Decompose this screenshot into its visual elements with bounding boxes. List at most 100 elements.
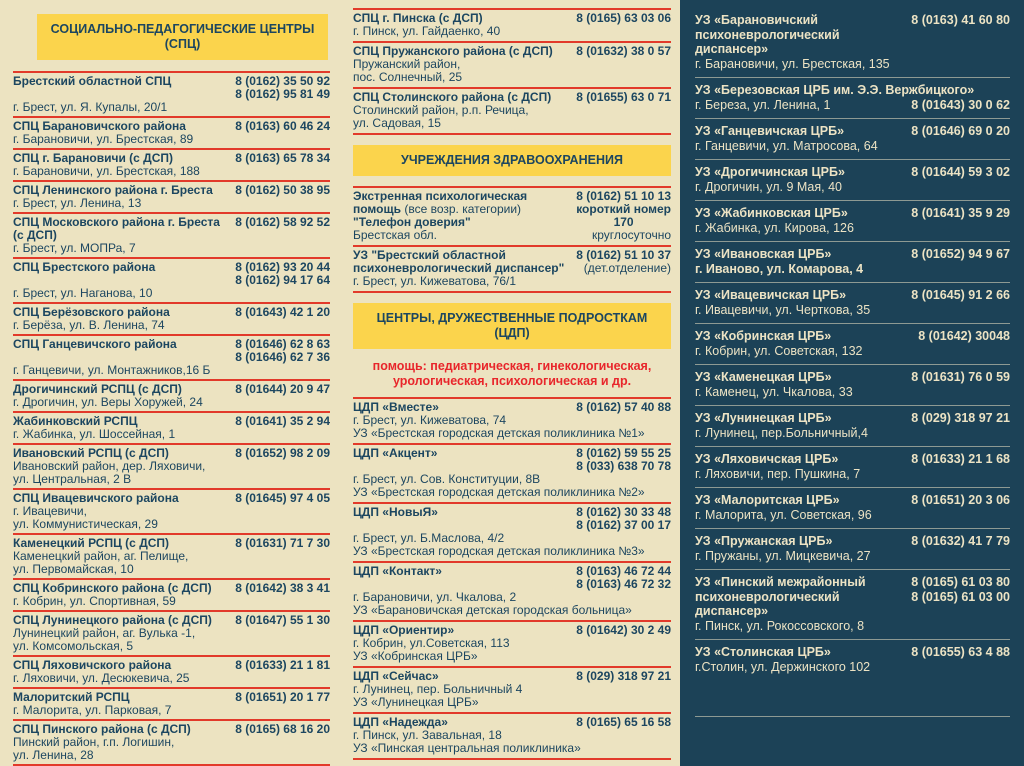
org-name: СПЦ Лунинецкого района (с ДСП) [13, 613, 212, 627]
org-name: ЦДП «Вместе» [353, 400, 439, 414]
contact-entry: ЦДП «Вместе» 8 (0162) 57 40 88 г. Брест, у… [353, 399, 671, 445]
phone-number: 8 (01644) 59 3 02 [911, 165, 1010, 179]
org-name: УЗ "Брестский областной психоневрологиче… [353, 248, 565, 275]
phone-block: 8 (0162) 30 33 48 8 (0162) 37 00 17 [576, 506, 671, 532]
phone-number: 8 (01655) 63 4 88 [911, 645, 1010, 659]
phone-number: 8 (01632) 38 0 57 [576, 44, 671, 58]
phone-number: 8 (0162) 59 55 25 [576, 446, 671, 460]
contact-entry: СПЦ Кобринского района (с ДСП) 8 (01642) … [13, 580, 330, 612]
phone-block: 8 (01651) 20 1 77 [235, 691, 330, 704]
phone-number: 8 (01642) 38 3 41 [235, 581, 330, 595]
contact-entry: СПЦ Лунинецкого района (с ДСП) 8 (01647) … [13, 612, 330, 657]
phone-number: 8 (01652) 98 2 09 [235, 446, 330, 460]
spc-list-continued: СПЦ г. Пинска (с ДСП) 8 (0165) 63 03 06 г.… [353, 8, 671, 135]
phone-number: 8 (0162) 57 40 88 [576, 400, 671, 414]
phone-block: 8 (01652) 94 9 67 [911, 247, 1010, 262]
health-facilities-list: УЗ «Барановичский психоневрологический д… [695, 8, 1010, 717]
phone-number: 8 (01646) 62 8 63 [235, 337, 330, 351]
contact-entry: СПЦ Ганцевичского района 8 (01646) 62 8 6… [13, 336, 330, 381]
phone-number: 8 (0165) 68 16 20 [235, 722, 330, 736]
parent-org: УЗ «Барановичская детская городская боль… [353, 603, 632, 617]
org-name: УЗ «Малоритская ЦРБ» [695, 493, 840, 507]
org-name: УЗ «Кобринская ЦРБ» [695, 329, 832, 343]
contact-entry: УЗ "Брестский областной психоневрологиче… [353, 247, 671, 293]
address: г. Кобрин, ул.Советская, 113 [353, 636, 510, 650]
availability: круглосуточно [591, 228, 671, 242]
phone-number: 8 (01642) 30 2 49 [576, 623, 671, 637]
phone-number: 8 (0162) 94 17 64 [235, 273, 330, 287]
phone-block: 8 (0163) 41 60 80 [911, 13, 1010, 28]
org-name: СПЦ Пружанского района (с ДСП) [353, 44, 553, 58]
phone-block: 8 (0162) 93 20 44 8 (0162) 94 17 64 [235, 261, 330, 287]
address: г. Лунинец, пер.Больничный,4 [695, 425, 868, 440]
org-name: УЗ «Барановичский психоневрологический д… [695, 13, 840, 56]
org-name: ЦДП «Сейчас» [353, 669, 439, 683]
phone-block: 8 (0163) 65 78 34 [235, 152, 330, 165]
phone-number: 8 (0165) 65 16 58 [576, 715, 671, 729]
org-name: СПЦ г. Барановичи (с ДСП) [13, 151, 174, 165]
contact-entry: УЗ «Пружанская ЦРБ» 8 (01632) 41 7 79 г. П… [695, 529, 1010, 570]
phone-number: 8 (01631) 71 7 30 [235, 536, 330, 550]
phone-block: 8 (01645) 97 4 05 [235, 492, 330, 505]
contact-entry: Брестский областной СПЦ 8 (0162) 35 50 92… [13, 73, 330, 118]
org-name: СПЦ Московского района г. Бреста (с ДСП) [13, 215, 220, 242]
contact-entry: УЗ «Пинский межрайонный психоневрологиче… [695, 570, 1010, 640]
org-name: УЗ «Ганцевичская ЦРБ» [695, 124, 845, 138]
parent-org: УЗ «Брестская городская детская поликлин… [353, 485, 645, 499]
address: г. Ивацевичи, ул. Коммунистическая, 29 [13, 504, 158, 531]
phone-block: 8 (0162) 59 55 25 8 (033) 638 70 78 [576, 447, 671, 473]
phone-block: 8 (01631) 76 0 59 [911, 370, 1010, 385]
address: г. Ганцевичи, ул. Монтажников,16 Б [13, 363, 211, 377]
phone-number: 8 (0163) 46 72 32 [576, 577, 671, 591]
spc-column: СОЦИАЛЬНО-ПЕДАГОГИЧЕСКИЕ ЦЕНТРЫ (СПЦ) Бр… [0, 0, 341, 766]
org-name: ЦДП «Ориентир» [353, 623, 455, 637]
org-name: Каменецкий РСПЦ (с ДСП) [13, 536, 170, 550]
phone-block: 8 (0163) 60 46 24 [235, 120, 330, 133]
org-name: ЦДП «Акцент» [353, 446, 438, 460]
address: г. Малорита, ул. Парковая, 7 [13, 703, 172, 717]
cdp-list: ЦДП «Вместе» 8 (0162) 57 40 88 г. Брест, у… [353, 399, 671, 760]
address: г. Ганцевичи, ул. Матросова, 64 [695, 138, 878, 153]
org-name: УЗ «Дрогичинская ЦРБ» [695, 165, 845, 179]
phone-block: 8 (01652) 98 2 09 [235, 447, 330, 460]
phone-block: 8 (0165) 63 03 06 [576, 12, 671, 25]
phone-number: 8 (01632) 41 7 79 [911, 534, 1010, 548]
phone-block: 8 (0165) 68 16 20 [235, 723, 330, 736]
phone-block: 8 (0162) 51 10 37 (дет.отделение) [576, 249, 671, 275]
parent-org: УЗ «Лунинецкая ЦРБ» [353, 695, 479, 709]
emergency-help-text: Экстренная психологическая помощь (все в… [353, 190, 576, 242]
phone-block: 8 (01643) 30 0 62 [911, 98, 1010, 113]
org-name: ЦДП «НовыЯ» [353, 505, 438, 519]
phone-number: 8 (01633) 21 1 68 [911, 452, 1010, 466]
phone-number: 8 (01643) 30 0 62 [911, 97, 1010, 112]
parent-org: УЗ «Кобринская ЦРБ» [353, 649, 478, 663]
address: г. Пружаны, ул. Мицкевича, 27 [695, 548, 871, 563]
contact-entry: ЦДП «Сейчас» 8 (029) 318 97 21 г. Лунинец,… [353, 668, 671, 714]
contact-entry: СПЦ Столинского района (с ДСП) 8 (01655) … [353, 89, 671, 135]
org-name: Малоритский РСПЦ [13, 690, 130, 704]
contact-entry: УЗ «Лунинецкая ЦРБ» 8 (029) 318 97 21 г. Л… [695, 406, 1010, 447]
contact-entry: УЗ «Ивановская ЦРБ» 8 (01652) 94 9 67 г. И… [695, 242, 1010, 283]
contact-entry: Дрогичинский РСПЦ (с ДСП) 8 (01644) 20 9 … [13, 381, 330, 413]
health-facilities-column: УЗ «Барановичский психоневрологический д… [680, 0, 1024, 766]
address: г. Дрогичин, ул. Веры Хоружей, 24 [13, 395, 203, 409]
parent-org: УЗ «Пинская центральная поликлиника» [353, 741, 581, 755]
phone-block: 8 (0165) 61 03 80 8 (0165) 61 03 00 [911, 575, 1010, 604]
contact-entry: СПЦ Пинского района (с ДСП) 8 (0165) 68 1… [13, 721, 330, 766]
phone-number: 8 (0162) 37 00 17 [576, 518, 671, 532]
address: г. Ляховичи, пер. Пушкина, 7 [695, 466, 861, 481]
phone-number: 8 (0165) 63 03 06 [576, 11, 671, 25]
address: г. Брест, ул. Б.Маслова, 4/2 [353, 531, 505, 545]
address: г. Береза, ул. Ленина, 1 [695, 97, 831, 112]
address: г. Пинск, ул. Завальная, 18 [353, 728, 502, 742]
phone-number: 8 (033) 638 70 78 [576, 459, 671, 473]
address: г. Барановичи, ул. Чкалова, 2 [353, 590, 517, 604]
contact-entry: СПЦ Ленинского района г. Бреста 8 (0162) … [13, 182, 330, 214]
org-name: УЗ «Ляховичская ЦРБ» [695, 452, 839, 466]
org-name: УЗ «Ивацевичская ЦРБ» [695, 288, 847, 302]
spc-section-header: СОЦИАЛЬНО-ПЕДАГОГИЧЕСКИЕ ЦЕНТРЫ (СПЦ) [37, 14, 328, 60]
org-name: СПЦ Ивацевичского района [13, 491, 179, 505]
parent-org: УЗ «Брестская городская детская поликлин… [353, 544, 645, 558]
contact-entry: СПЦ Берёзовского района 8 (01643) 42 1 20… [13, 304, 330, 336]
spc-list: Брестский областной СПЦ 8 (0162) 35 50 92… [13, 71, 330, 766]
